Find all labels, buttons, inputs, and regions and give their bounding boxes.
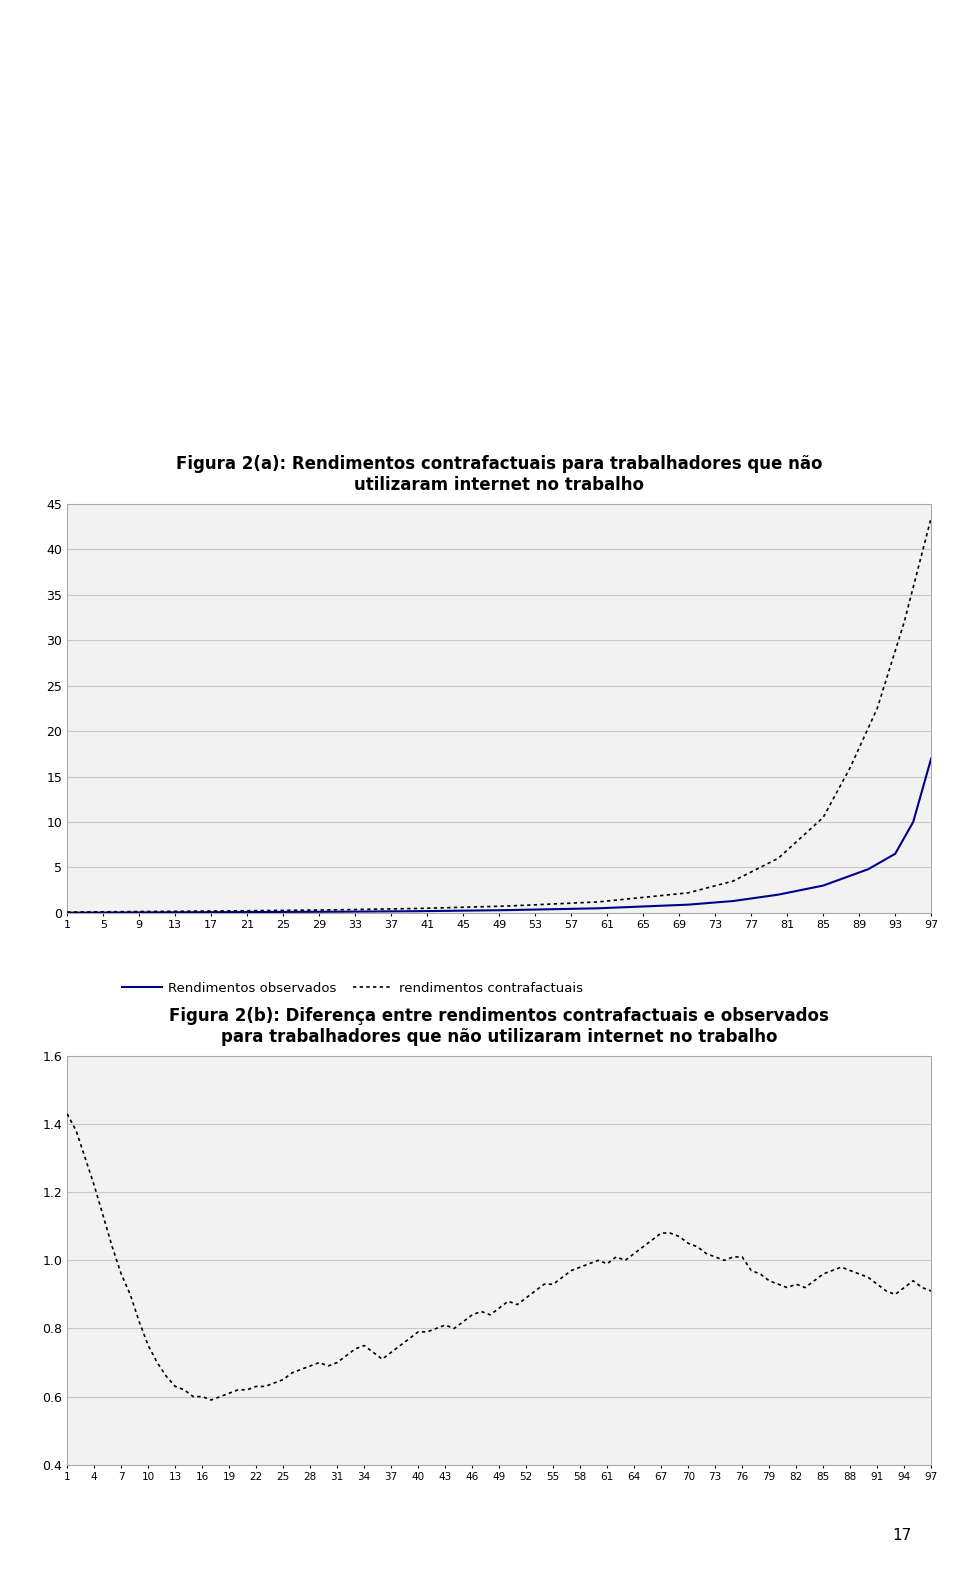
Line: Rendimentos observados: Rendimentos observados: [67, 759, 931, 912]
Rendimentos observados: [61, 902, 73, 921]
rendimentos contrafactuais: [286, 901, 298, 920]
Title: Figura 2(b): Diferença entre rendimentos contrafactuais e observados
para trabal: Figura 2(b): Diferença entre rendimentos…: [169, 1008, 829, 1046]
rendimentos contrafactuais: [728, 871, 739, 890]
rendimentos contrafactuais: [925, 509, 937, 528]
Rendimentos observados: [286, 902, 298, 921]
rendimentos contrafactuais: [493, 896, 505, 915]
Rendimentos observados: [728, 891, 739, 910]
Rendimentos observados: [925, 750, 937, 769]
rendimentos contrafactuais: [125, 902, 136, 921]
Title: Figura 2(a): Rendimentos contrafactuais para trabalhadores que não
utilizaram in: Figura 2(a): Rendimentos contrafactuais …: [176, 455, 823, 495]
rendimentos contrafactuais: [88, 902, 100, 921]
Rendimentos observados: [88, 902, 100, 921]
Text: 17: 17: [893, 1528, 912, 1544]
Rendimentos observados: [493, 901, 505, 920]
rendimentos contrafactuais: [557, 895, 568, 913]
Legend: Rendimentos observados, rendimentos contrafactuais: Rendimentos observados, rendimentos cont…: [117, 976, 588, 1000]
Rendimentos observados: [557, 899, 568, 918]
Line: rendimentos contrafactuais: rendimentos contrafactuais: [67, 518, 931, 912]
rendimentos contrafactuais: [61, 902, 73, 921]
Rendimentos observados: [125, 902, 136, 921]
